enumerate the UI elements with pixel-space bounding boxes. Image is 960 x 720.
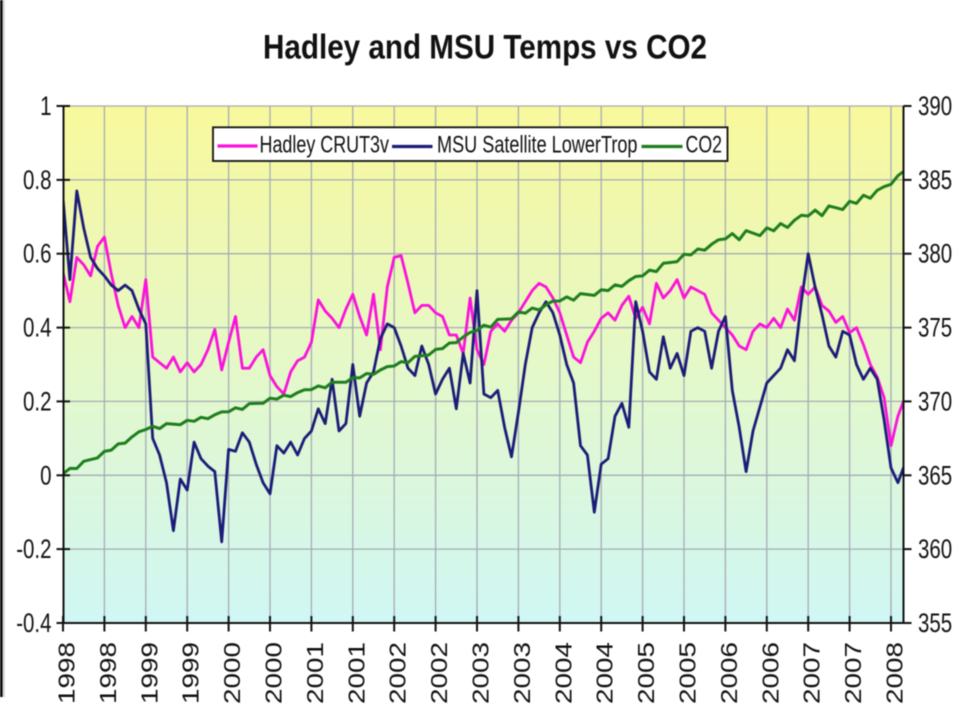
svg-text:2007: 2007 — [840, 642, 866, 704]
svg-text:2004: 2004 — [592, 642, 618, 704]
svg-text:Hadley CRUT3v: Hadley CRUT3v — [260, 132, 390, 159]
svg-text:2006: 2006 — [757, 642, 783, 704]
svg-text:380: 380 — [918, 239, 952, 269]
svg-text:-0.2: -0.2 — [16, 534, 51, 564]
svg-text:2004: 2004 — [550, 642, 576, 704]
svg-text:1998: 1998 — [54, 642, 80, 704]
svg-text:2000: 2000 — [261, 642, 287, 704]
svg-text:390: 390 — [918, 91, 952, 121]
svg-text:2005: 2005 — [675, 642, 701, 704]
svg-text:2001: 2001 — [302, 642, 328, 704]
svg-text:2000: 2000 — [219, 642, 245, 704]
svg-text:1999: 1999 — [136, 642, 162, 704]
svg-text:1998: 1998 — [95, 642, 121, 704]
svg-text:-0.4: -0.4 — [16, 608, 51, 638]
svg-text:0.2: 0.2 — [23, 386, 52, 416]
svg-text:2003: 2003 — [468, 642, 494, 704]
svg-text:360: 360 — [918, 534, 952, 564]
svg-text:2002: 2002 — [426, 642, 452, 704]
svg-text:2008: 2008 — [882, 642, 908, 704]
svg-text:365: 365 — [918, 460, 952, 490]
svg-text:370: 370 — [918, 386, 952, 416]
svg-text:0.6: 0.6 — [23, 239, 52, 269]
svg-text:2007: 2007 — [799, 642, 825, 704]
svg-text:Hadley and MSU Temps vs CO2: Hadley and MSU Temps vs CO2 — [263, 29, 707, 67]
svg-text:2003: 2003 — [509, 642, 535, 704]
svg-text:385: 385 — [918, 165, 952, 195]
svg-text:1: 1 — [40, 91, 51, 121]
svg-text:0: 0 — [40, 460, 51, 490]
svg-text:MSU Satellite LowerTrop: MSU Satellite LowerTrop — [437, 132, 638, 159]
svg-text:CO2: CO2 — [686, 132, 723, 159]
svg-text:2002: 2002 — [385, 642, 411, 704]
svg-text:2005: 2005 — [633, 642, 659, 704]
svg-text:375: 375 — [918, 313, 952, 343]
svg-text:355: 355 — [918, 608, 952, 638]
svg-text:0.8: 0.8 — [23, 165, 52, 195]
svg-text:0.4: 0.4 — [23, 313, 52, 343]
svg-text:2001: 2001 — [343, 642, 369, 704]
svg-text:2006: 2006 — [716, 642, 742, 704]
svg-text:1999: 1999 — [178, 642, 204, 704]
